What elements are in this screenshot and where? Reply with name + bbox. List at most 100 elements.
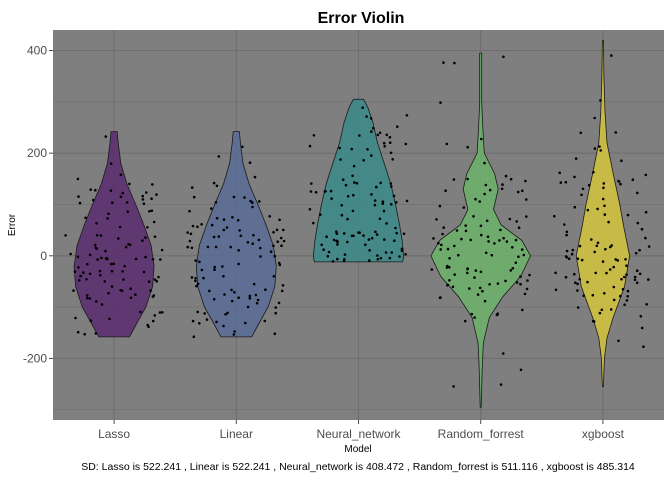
- data-point: [554, 271, 557, 275]
- data-point: [280, 289, 284, 293]
- data-point: [440, 243, 443, 247]
- data-point: [520, 248, 524, 251]
- data-point: [620, 278, 623, 281]
- data-point: [194, 279, 197, 283]
- data-point: [344, 183, 348, 187]
- data-point: [466, 267, 469, 271]
- data-point: [384, 251, 388, 254]
- data-point: [158, 311, 162, 314]
- data-point: [263, 319, 267, 323]
- data-point: [405, 114, 409, 117]
- data-point: [76, 255, 80, 259]
- data-point: [591, 293, 595, 297]
- data-point: [257, 238, 261, 242]
- data-point: [596, 241, 600, 245]
- data-point: [438, 204, 442, 208]
- data-point: [612, 265, 615, 269]
- data-point: [338, 146, 342, 150]
- data-point: [553, 214, 556, 218]
- data-point: [222, 228, 226, 232]
- data-point: [326, 254, 330, 258]
- data-point: [322, 248, 325, 251]
- y-axis-title: Error: [7, 213, 18, 236]
- data-point: [282, 228, 285, 232]
- data-point: [602, 186, 605, 190]
- data-point: [205, 318, 209, 321]
- data-point: [124, 245, 128, 249]
- data-point: [464, 224, 468, 227]
- data-point: [272, 244, 275, 248]
- data-point: [400, 249, 404, 252]
- data-point: [521, 189, 524, 193]
- data-point: [224, 313, 227, 316]
- data-point: [603, 213, 607, 216]
- data-point: [134, 293, 137, 296]
- y-tick-label: 0: [40, 249, 47, 263]
- data-point: [366, 148, 369, 151]
- data-point: [479, 270, 483, 274]
- data-point: [586, 280, 589, 284]
- data-point: [252, 233, 255, 237]
- data-point: [476, 293, 480, 296]
- data-point: [612, 298, 616, 302]
- violin-random-forrest: [430, 52, 531, 408]
- data-point: [595, 244, 599, 248]
- data-point: [123, 264, 126, 268]
- data-point: [382, 141, 386, 145]
- data-point: [559, 181, 563, 184]
- data-point: [448, 257, 451, 260]
- data-point: [514, 261, 518, 265]
- data-point: [468, 287, 471, 290]
- data-point: [517, 255, 520, 258]
- data-point: [444, 189, 447, 192]
- data-point: [110, 262, 113, 266]
- data-point: [343, 253, 347, 256]
- data-point: [189, 232, 193, 236]
- data-point: [578, 278, 581, 281]
- data-point: [335, 230, 338, 233]
- data-point: [385, 222, 388, 225]
- data-point: [282, 239, 286, 243]
- data-point: [230, 288, 233, 292]
- data-point: [77, 279, 81, 282]
- data-point: [470, 312, 474, 316]
- data-point: [198, 260, 201, 264]
- data-point: [599, 149, 602, 152]
- data-point: [390, 185, 393, 188]
- data-point: [519, 368, 523, 372]
- data-point: [217, 235, 221, 238]
- data-point: [336, 243, 339, 246]
- data-point: [192, 195, 196, 199]
- data-point: [376, 254, 379, 257]
- violin-layer: [73, 39, 631, 408]
- data-point: [226, 311, 229, 315]
- data-point: [496, 282, 500, 285]
- data-point: [352, 193, 355, 197]
- data-point: [272, 275, 276, 278]
- data-point: [251, 201, 254, 204]
- data-point: [346, 195, 350, 198]
- data-point: [515, 220, 518, 223]
- data-point: [109, 162, 113, 165]
- data-point: [647, 278, 650, 281]
- data-point: [504, 174, 508, 178]
- data-point: [232, 333, 236, 336]
- data-point: [127, 242, 130, 246]
- data-point: [310, 182, 313, 185]
- data-point: [486, 235, 490, 238]
- data-point: [107, 212, 110, 216]
- data-point: [214, 201, 218, 204]
- data-point: [451, 285, 455, 289]
- data-point: [194, 259, 197, 262]
- data-point: [217, 155, 221, 158]
- x-axis-title: Model: [344, 444, 371, 455]
- data-point: [274, 306, 278, 309]
- data-point: [501, 183, 504, 186]
- data-point: [88, 253, 92, 257]
- data-point: [609, 245, 612, 249]
- data-point: [481, 289, 484, 293]
- data-point: [370, 236, 374, 240]
- data-point: [91, 198, 95, 202]
- data-point: [82, 271, 85, 274]
- data-point: [341, 178, 345, 181]
